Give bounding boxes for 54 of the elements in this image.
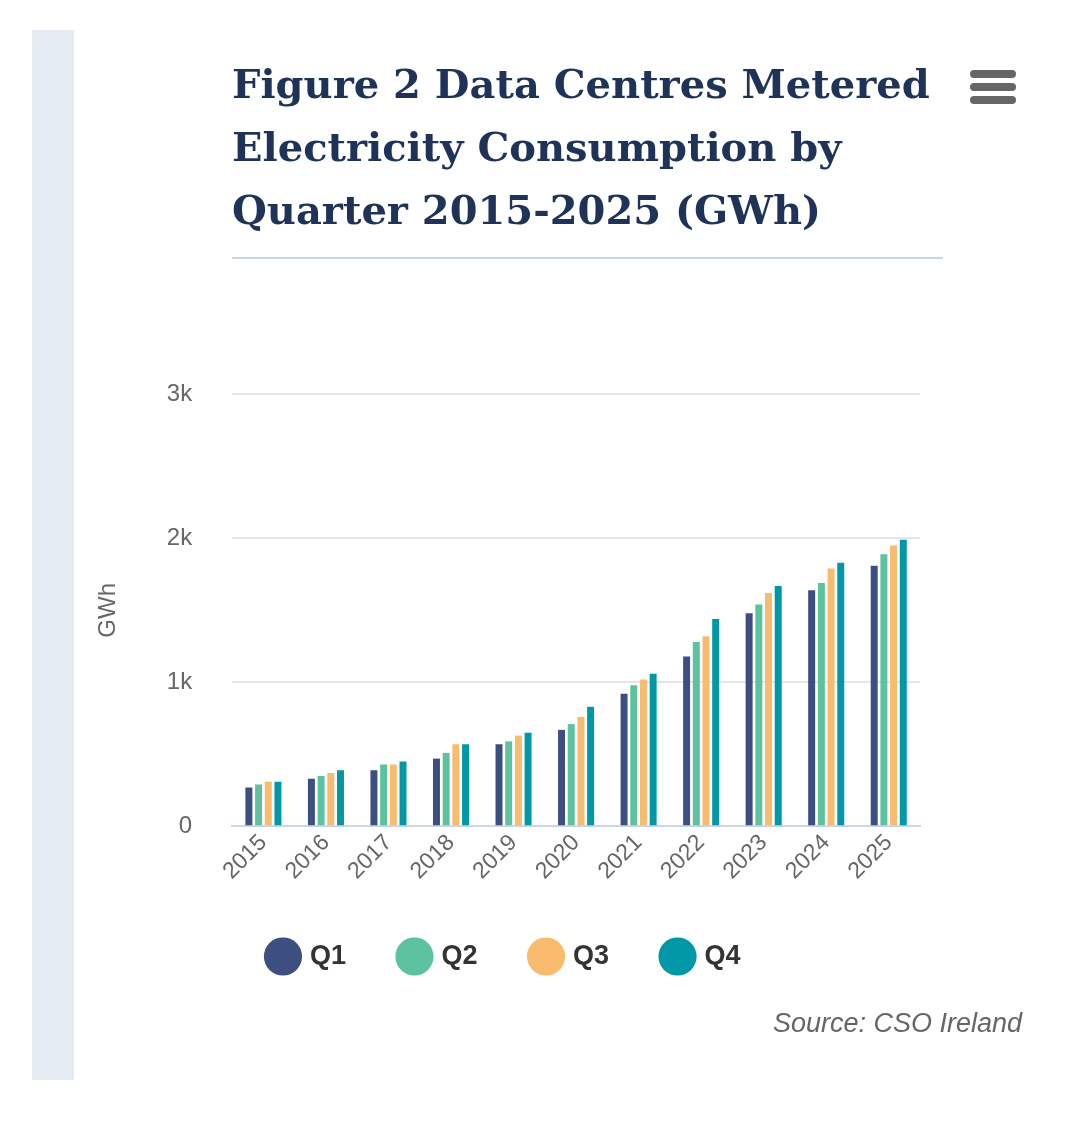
bar [245, 787, 253, 826]
bar [505, 741, 513, 826]
y-tick-label: 0 [178, 810, 193, 838]
bar [558, 729, 566, 826]
bar [817, 583, 825, 826]
legend-label: Q4 [704, 939, 741, 970]
bar [870, 565, 878, 826]
y-tick-label: 1k [166, 666, 194, 694]
y-axis-title: GWh [93, 583, 121, 638]
bar [452, 744, 460, 826]
bar [442, 752, 450, 826]
bar [577, 716, 585, 826]
bar [837, 562, 845, 826]
bar [274, 781, 282, 826]
source-note: Source: CSO Ireland [772, 1008, 1022, 1039]
bar [389, 764, 397, 826]
bar [337, 770, 344, 826]
bar [639, 679, 647, 826]
bar [514, 735, 522, 826]
bar [399, 761, 407, 826]
bar [380, 764, 388, 826]
chart-title: Figure 2 Data Centres Metered Electricity Consumption by Quarter 2015-2025 (GWh) [232, 52, 943, 259]
bar [827, 568, 835, 826]
bar [327, 773, 335, 826]
bar [765, 593, 773, 826]
y-tick-label: 3k [166, 379, 194, 407]
bar [899, 539, 907, 826]
bar [649, 673, 657, 826]
bar [567, 724, 575, 826]
bar [462, 744, 470, 826]
bar [755, 604, 763, 826]
bar [620, 693, 628, 826]
bar [630, 685, 638, 826]
bar [880, 554, 888, 826]
bar [683, 656, 691, 826]
bar [774, 585, 782, 826]
legend-label: Q2 [441, 939, 478, 970]
bar [264, 781, 272, 826]
legend-label: Q3 [573, 939, 610, 970]
bar [890, 545, 898, 826]
bar [307, 778, 315, 826]
bar [432, 758, 440, 826]
legend-label: Q1 [309, 939, 346, 970]
y-tick-label: 2k [166, 522, 194, 550]
bar [808, 590, 816, 826]
bar [524, 732, 532, 826]
bar [702, 636, 710, 826]
bar [587, 706, 595, 826]
bar [712, 618, 720, 826]
bar [317, 775, 325, 826]
bar [370, 770, 378, 826]
bar [255, 784, 263, 826]
bar [745, 613, 753, 826]
bar [692, 642, 700, 826]
